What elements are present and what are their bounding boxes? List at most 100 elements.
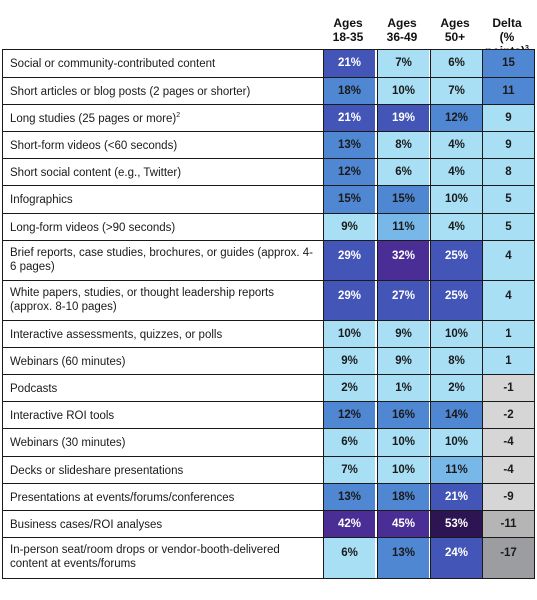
cell-value: 10% bbox=[444, 436, 469, 448]
value-cell: 45% bbox=[377, 511, 429, 537]
value-cell: 10% bbox=[430, 321, 482, 347]
delta-cell: 9 bbox=[482, 132, 534, 158]
table-row: Infographics 15% 15% 10% 5 bbox=[3, 186, 534, 214]
cell-value: 4 bbox=[505, 290, 512, 302]
value-cell: 10% bbox=[377, 457, 429, 483]
cell-value: 10% bbox=[337, 328, 362, 340]
cell-value: 29% bbox=[337, 250, 362, 262]
delta-cell: 8 bbox=[482, 159, 534, 185]
row-label: Webinars (30 minutes) bbox=[10, 429, 318, 450]
cell-value: 6% bbox=[448, 57, 465, 69]
row-label-text: Long-form videos (>90 seconds) bbox=[10, 222, 176, 234]
delta-cell: -17 bbox=[482, 538, 534, 578]
cell-value: 8% bbox=[395, 139, 412, 151]
cell-value: 9 bbox=[505, 139, 512, 151]
cell-value: 4 bbox=[505, 250, 512, 262]
table-row: Interactive ROI tools 12% 16% 14% -2 bbox=[3, 402, 534, 429]
data-table: Social or community-contributed content 2… bbox=[2, 49, 535, 579]
value-cell: 42% bbox=[323, 511, 375, 537]
row-label: Long-form videos (>90 seconds) bbox=[10, 214, 318, 235]
cell-value: 15% bbox=[337, 193, 362, 205]
value-cell: 11% bbox=[430, 457, 482, 483]
cell-value: 12% bbox=[444, 112, 469, 124]
cell-value: 2% bbox=[341, 382, 358, 394]
table-row: Webinars (30 minutes) 6% 10% 10% -4 bbox=[3, 429, 534, 457]
value-cell: 18% bbox=[377, 484, 429, 510]
delta-cell: 5 bbox=[482, 186, 534, 213]
delta-cell: 1 bbox=[482, 321, 534, 347]
row-label: Presentations at events/forums/conferenc… bbox=[10, 484, 318, 505]
column-header-0: Ages 18-35 bbox=[322, 16, 374, 44]
row-label: Short articles or blog posts (2 pages or… bbox=[10, 78, 318, 99]
value-cell: 7% bbox=[377, 50, 429, 77]
footnote-marker: 2 bbox=[176, 112, 181, 120]
value-cell: 6% bbox=[430, 50, 482, 77]
cell-value: 13% bbox=[391, 547, 416, 559]
row-label-text: Decks or slideshare presentations bbox=[10, 465, 184, 477]
value-cell: 19% bbox=[377, 105, 429, 131]
cell-value: 4% bbox=[448, 221, 465, 233]
value-cell: 2% bbox=[323, 375, 375, 401]
cell-value: 53% bbox=[444, 518, 469, 530]
row-label-text: Presentations at events/forums/conferenc… bbox=[10, 492, 235, 504]
value-cell: 27% bbox=[377, 281, 429, 320]
cell-value: 13% bbox=[337, 139, 362, 151]
value-cell: 13% bbox=[323, 484, 375, 510]
cell-value: 9% bbox=[395, 355, 412, 367]
row-label-text: Podcasts bbox=[10, 383, 58, 395]
delta-cell: -2 bbox=[482, 402, 534, 428]
cell-value: 15% bbox=[391, 193, 416, 205]
table-row: In-person seat/room drops or vendor-boot… bbox=[3, 538, 534, 578]
value-cell: 7% bbox=[430, 78, 482, 104]
delta-cell: -4 bbox=[482, 429, 534, 456]
cell-value: 8 bbox=[505, 166, 512, 178]
table-row: Short social content (e.g., Twitter) 12% 6… bbox=[3, 159, 534, 186]
value-cell: 10% bbox=[430, 186, 482, 213]
cell-value: 10% bbox=[391, 85, 416, 97]
cell-value: 1% bbox=[395, 382, 412, 394]
value-cell: 25% bbox=[430, 281, 482, 320]
value-cell: 13% bbox=[377, 538, 429, 578]
value-cell: 24% bbox=[430, 538, 482, 578]
row-label: Decks or slideshare presentations bbox=[10, 457, 318, 478]
row-label-text: Short-form videos (<60 seconds) bbox=[10, 140, 178, 152]
row-label: Long studies (25 pages or more)2 bbox=[10, 105, 318, 126]
value-cell: 10% bbox=[430, 429, 482, 456]
cell-value: -1 bbox=[503, 382, 514, 394]
value-cell: 12% bbox=[323, 402, 375, 428]
cell-value: 1 bbox=[505, 355, 512, 367]
cell-value: 9% bbox=[395, 328, 412, 340]
value-cell: 16% bbox=[377, 402, 429, 428]
delta-cell: 4 bbox=[482, 281, 534, 320]
cell-value: 13% bbox=[337, 491, 362, 503]
column-header-line: 18-35 bbox=[332, 30, 364, 44]
value-cell: 11% bbox=[377, 214, 429, 240]
value-cell: 53% bbox=[430, 511, 482, 537]
value-cell: 2% bbox=[430, 375, 482, 401]
table-row: Webinars (60 minutes) 9% 9% 8% 1 bbox=[3, 348, 534, 375]
cell-value: -11 bbox=[500, 518, 517, 530]
value-cell: 6% bbox=[323, 429, 375, 456]
cell-value: 4% bbox=[448, 166, 465, 178]
row-label-text: Business cases/ROI analyses bbox=[10, 519, 163, 531]
cell-value: 11% bbox=[445, 464, 468, 476]
value-cell: 21% bbox=[323, 50, 375, 77]
cell-value: 12% bbox=[337, 166, 362, 178]
delta-cell: -11 bbox=[482, 511, 534, 537]
value-cell: 12% bbox=[323, 159, 375, 185]
value-cell: 10% bbox=[323, 321, 375, 347]
column-header-1: Ages 36-49 bbox=[376, 16, 428, 44]
cell-value: 10% bbox=[444, 328, 469, 340]
value-cell: 15% bbox=[323, 186, 375, 213]
row-label: In-person seat/room drops or vendor-boot… bbox=[10, 538, 318, 571]
cell-value: 9% bbox=[341, 355, 358, 367]
cell-value: 8% bbox=[448, 355, 465, 367]
cell-value: 6% bbox=[341, 436, 358, 448]
cell-value: 25% bbox=[444, 250, 469, 262]
value-cell: 6% bbox=[377, 159, 429, 185]
cell-value: 7% bbox=[341, 464, 358, 476]
cell-value: 32% bbox=[391, 250, 416, 262]
row-label-text: Brief reports, case studies, brochures, … bbox=[10, 247, 313, 273]
table-row: Short-form videos (<60 seconds) 13% 8% 4% 9 bbox=[3, 132, 534, 159]
cell-value: -4 bbox=[503, 464, 514, 476]
